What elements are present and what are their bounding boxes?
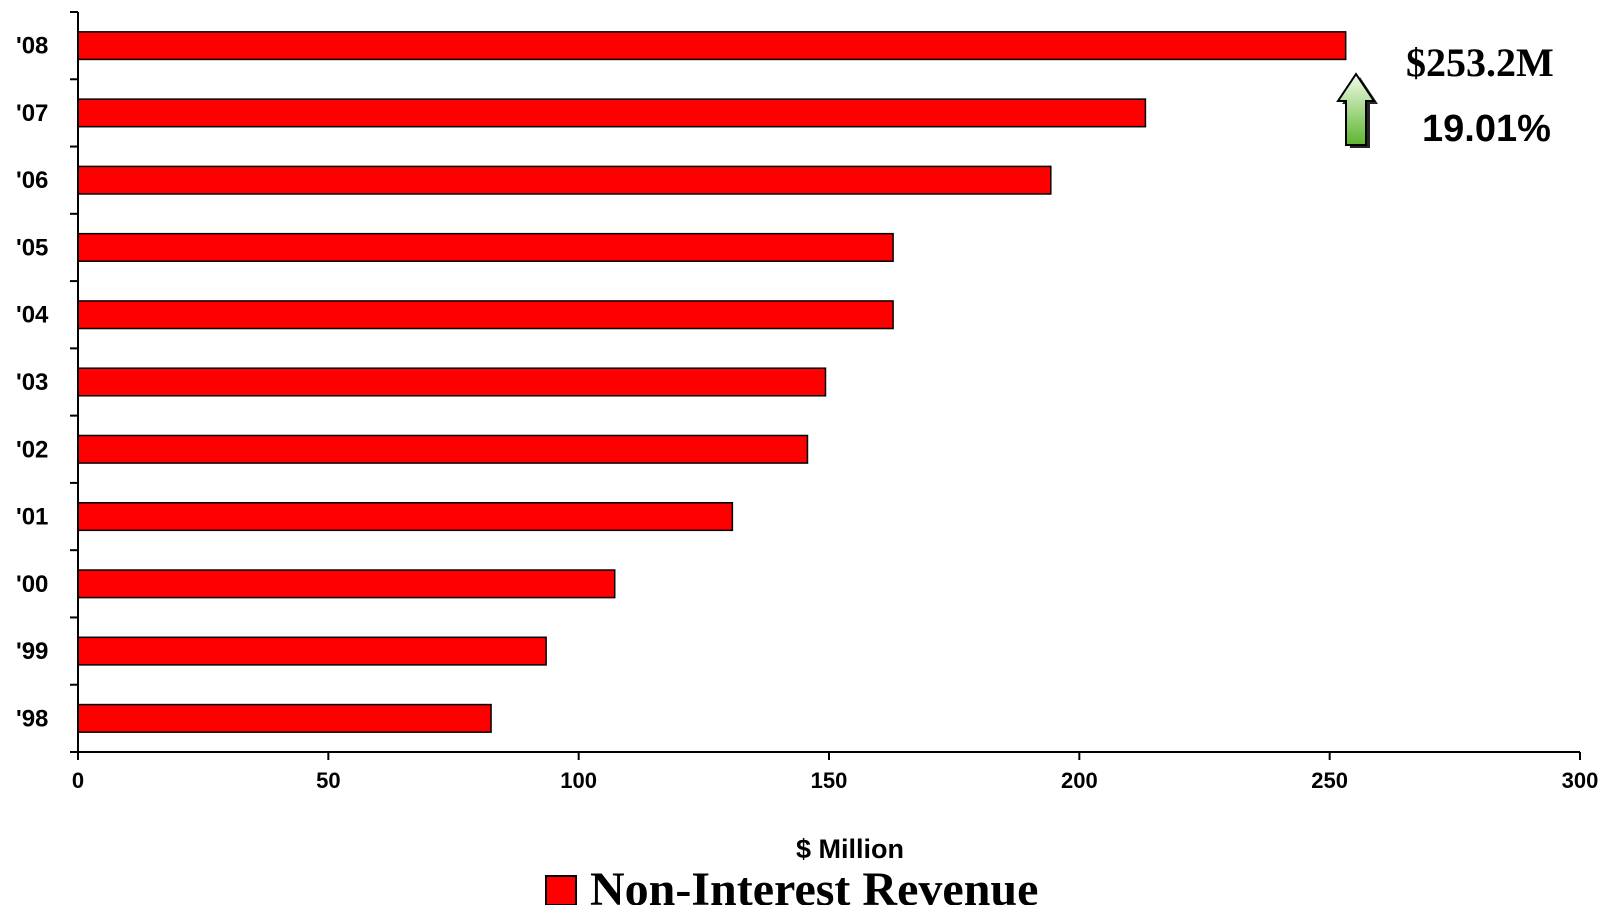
bar-08 (77, 31, 1347, 61)
x-tick-label: 0 (72, 768, 84, 793)
axes-group: '98 '99 '00 '01 '02 '03 '04 '05 '06 '07 '08 0 50 100 1… (16, 11, 1599, 793)
bars-group (77, 31, 1347, 733)
growth-annotation: $253.2M 19.01% (1336, 40, 1554, 150)
x-tick-label: 300 (1562, 768, 1599, 793)
bar-03 (77, 367, 827, 397)
legend-swatch (545, 875, 577, 905)
category-label: '06 (16, 167, 48, 194)
x-tick-label: 100 (560, 768, 597, 793)
bar-98 (77, 703, 492, 733)
bar-01 (77, 502, 734, 532)
x-tick-label: 50 (316, 768, 340, 793)
category-label: '08 (16, 33, 48, 60)
x-tick-label: 250 (1311, 768, 1348, 793)
bar-07 (77, 98, 1147, 128)
bar-02 (77, 434, 809, 464)
bar-05 (77, 232, 894, 262)
x-tick-label: 200 (1061, 768, 1098, 793)
category-label: '03 (16, 369, 48, 396)
x-axis-label: $ Million (796, 834, 904, 864)
category-label: '04 (16, 302, 49, 329)
bar-04 (77, 300, 894, 330)
category-label: '05 (16, 234, 48, 261)
category-label: '02 (16, 436, 48, 463)
x-tick-label: 150 (811, 768, 848, 793)
legend: Non-Interest Revenue (545, 863, 1038, 905)
bar-00 (77, 569, 616, 599)
category-label: '98 (16, 705, 48, 732)
category-label: '99 (16, 638, 48, 665)
category-label: '07 (16, 100, 48, 127)
bar-06 (77, 165, 1052, 195)
bar-99 (77, 636, 547, 666)
legend-label: Non-Interest Revenue (590, 863, 1038, 905)
category-label: '01 (16, 504, 48, 531)
category-label: '00 (16, 571, 48, 598)
annotation-change: 19.01% (1422, 108, 1551, 150)
annotation-value: $253.2M (1406, 40, 1554, 85)
up-arrow-icon (1336, 72, 1378, 148)
